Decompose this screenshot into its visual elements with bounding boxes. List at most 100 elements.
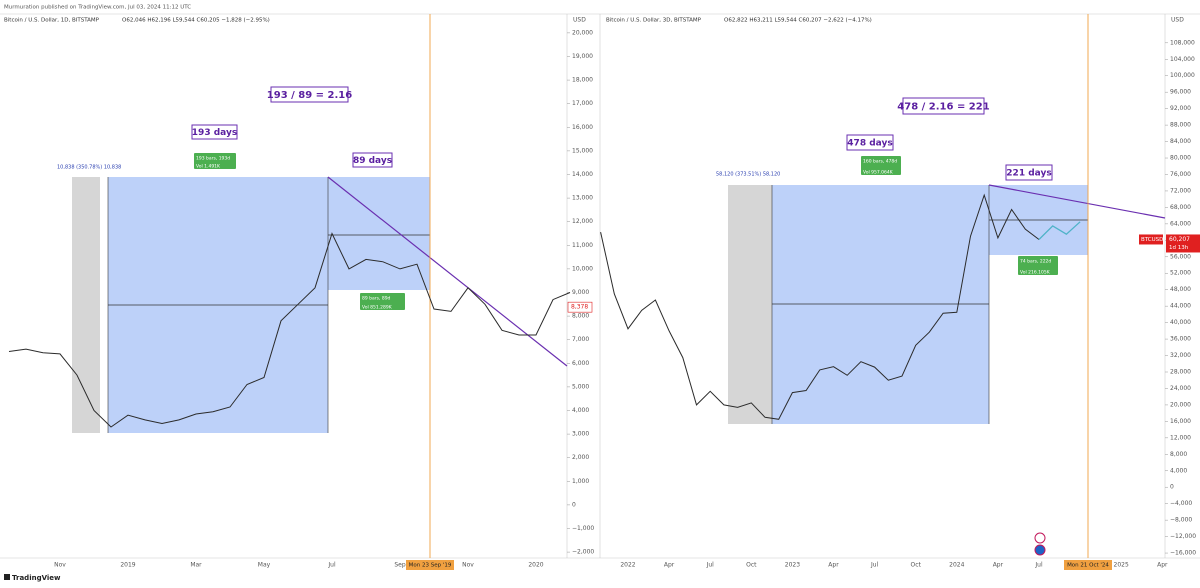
x-tick-label: Apr [993, 562, 1004, 569]
annotation: 221 days [1006, 169, 1051, 179]
range-label: 10,838 (350.78%) 10,838 [57, 165, 121, 171]
y-tick-label: 76,000 [1170, 171, 1191, 178]
stats-box [194, 153, 236, 169]
price-line [8, 232, 571, 428]
y-tick-label: 80,000 [1170, 155, 1191, 162]
ohlc: O62,822 H63,211 L59,544 C60,207 −2,622 (… [724, 18, 872, 24]
stats-label: Vol 1.491K [196, 164, 221, 170]
price-tag [1166, 234, 1200, 253]
annotation-box [1005, 164, 1053, 181]
trend-line [988, 184, 1166, 219]
y-axis-label: USD [1171, 17, 1184, 24]
y-tick-label: 12,000 [572, 218, 593, 225]
y-tick-label: 24,000 [1170, 385, 1191, 392]
annotation-box [846, 134, 894, 151]
y-tick-label: 108,000 [1170, 39, 1195, 46]
date-range [728, 185, 772, 424]
y-tick-label: 88,000 [1170, 122, 1191, 129]
price-line [1038, 221, 1081, 240]
y-tick-label: 104,000 [1170, 56, 1195, 63]
footer-brand: TradingView [12, 574, 61, 582]
y-tick-label: 20,000 [1170, 401, 1191, 408]
stats-box [1018, 256, 1058, 275]
flag-icon[interactable] [1034, 544, 1046, 556]
symbol-tag [1139, 234, 1163, 245]
ohlc: O62,046 H62,196 L59,544 C60,205 −1,828 (… [122, 18, 270, 24]
y-tick-label: 40,000 [1170, 319, 1191, 326]
symbol-tag-label: BTCUSD [1141, 237, 1163, 243]
countdown: 1d 13h [1169, 245, 1189, 251]
annotation-box [352, 152, 393, 168]
x-tick-label: Nov [54, 562, 66, 569]
y-tick-label: −2,000 [572, 549, 594, 556]
x-tick-label: Nov [462, 562, 474, 569]
y-tick-label: 13,000 [572, 195, 593, 202]
brand-logo [4, 574, 10, 580]
y-tick-label: 16,000 [1170, 418, 1191, 425]
y-axis-label: USD [573, 17, 586, 24]
x-tick-label: Apr [828, 562, 839, 569]
y-tick-label: 6,000 [572, 360, 589, 367]
symbol-info: Bitcoin / U.S. Dollar, 3D, BITSTAMP [606, 18, 702, 24]
x-tick-label: Oct [911, 562, 922, 569]
y-tick-label: 15,000 [572, 147, 593, 154]
y-tick-label: 28,000 [1170, 369, 1191, 376]
annotation-box [191, 124, 238, 140]
y-tick-label: −8,000 [1170, 517, 1192, 524]
y-tick-label: 68,000 [1170, 204, 1191, 211]
y-tick-label: 9,000 [572, 289, 589, 296]
x-tick-label: Apr [664, 562, 675, 569]
y-tick-label: 0 [572, 501, 576, 508]
price-range [772, 185, 989, 424]
y-tick-label: 10,000 [572, 265, 593, 272]
y-tick-label: 18,000 [572, 77, 593, 84]
x-tick-label: 2023 [785, 562, 800, 569]
stats-label: 193 bars, 193d [196, 156, 230, 162]
crosshair-label: Mon 21 Oct '24 [1067, 563, 1109, 569]
annotation: 193 days [192, 128, 237, 138]
y-tick-label: 4,000 [1170, 467, 1187, 474]
y-tick-label: 44,000 [1170, 303, 1191, 310]
annotation-box [902, 97, 985, 115]
crosshair-label-box [406, 560, 454, 570]
x-tick-label: May [258, 562, 271, 569]
y-tick-label: −1,000 [572, 525, 594, 532]
annotation: 193 / 89 = 2.16 [267, 90, 352, 101]
x-tick-label: 2025 [1114, 562, 1129, 569]
y-tick-label: 36,000 [1170, 336, 1191, 343]
x-tick-label: Mar [190, 562, 202, 569]
stats-label: 89 bars, 89d [362, 296, 391, 302]
x-tick-label: 2020 [528, 562, 543, 569]
y-tick-label: 14,000 [572, 171, 593, 178]
event-icon[interactable] [1034, 532, 1046, 544]
stats-box [861, 156, 901, 175]
y-tick-label: 72,000 [1170, 187, 1191, 194]
range-label: 58,120 (373.51%) 58,120 [716, 172, 780, 178]
y-tick-label: 0 [1170, 484, 1174, 491]
crosshair-label-box [1064, 560, 1112, 570]
annotation: 89 days [353, 156, 392, 166]
y-tick-label: 16,000 [572, 124, 593, 131]
y-tick-label: 32,000 [1170, 352, 1191, 359]
stats-label: 160 bars, 478d [863, 159, 897, 165]
y-tick-label: 20,000 [572, 29, 593, 36]
price-range [328, 177, 430, 290]
y-tick-label: 19,000 [572, 53, 593, 60]
price-tag-label: 60,207 [1169, 236, 1190, 243]
y-tick-label: 2,000 [572, 454, 589, 461]
stats-label: 74 bars, 222d [1020, 259, 1051, 265]
price-tag-label: 8,378 [571, 304, 588, 311]
y-tick-label: 8,000 [572, 313, 589, 320]
y-tick-label: 3,000 [572, 431, 589, 438]
y-tick-label: 4,000 [572, 407, 589, 414]
price-line [600, 193, 1040, 420]
x-tick-label: 2024 [949, 562, 964, 569]
y-tick-label: 17,000 [572, 100, 593, 107]
y-tick-label: 12,000 [1170, 434, 1191, 441]
crosshair-label: Mon 23 Sep '19 [409, 563, 452, 569]
stats-label: Vol 957.064K [863, 170, 894, 176]
y-tick-label: 8,000 [1170, 451, 1187, 458]
y-tick-label: 92,000 [1170, 105, 1191, 112]
y-tick-label: 11,000 [572, 242, 593, 249]
